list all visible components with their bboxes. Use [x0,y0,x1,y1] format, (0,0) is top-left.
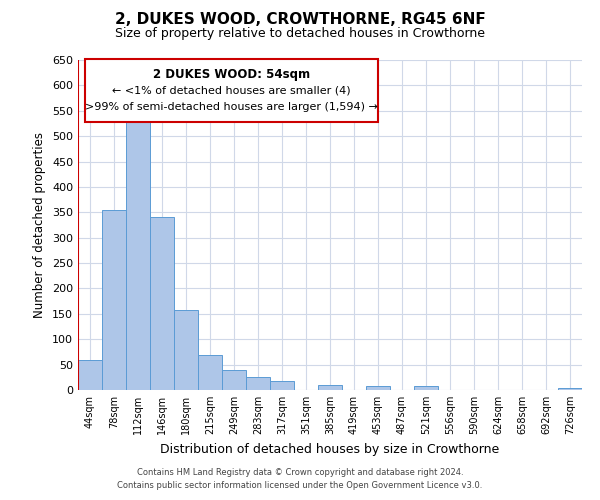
Bar [270,382,294,390]
Bar [102,210,126,390]
Text: Contains HM Land Registry data © Crown copyright and database right 2024.: Contains HM Land Registry data © Crown c… [137,468,463,477]
Text: 2 DUKES WOOD: 54sqm: 2 DUKES WOOD: 54sqm [153,68,310,81]
Y-axis label: Number of detached properties: Number of detached properties [34,132,46,318]
Bar [246,378,270,390]
Text: ← <1% of detached houses are smaller (4): ← <1% of detached houses are smaller (4) [112,86,351,96]
Bar [126,116,150,390]
Text: 2, DUKES WOOD, CROWTHORNE, RG45 6NF: 2, DUKES WOOD, CROWTHORNE, RG45 6NF [115,12,485,28]
Bar [366,386,390,390]
Bar [150,218,174,390]
Bar [78,360,102,390]
Bar [318,385,342,390]
Text: Contains public sector information licensed under the Open Government Licence v3: Contains public sector information licen… [118,480,482,490]
Bar [414,386,438,390]
X-axis label: Distribution of detached houses by size in Crowthorne: Distribution of detached houses by size … [160,442,500,456]
Bar [198,356,222,390]
Bar [174,310,198,390]
Text: Size of property relative to detached houses in Crowthorne: Size of property relative to detached ho… [115,28,485,40]
Bar [222,370,246,390]
Text: >99% of semi-detached houses are larger (1,594) →: >99% of semi-detached houses are larger … [85,102,378,112]
Bar [558,388,582,390]
